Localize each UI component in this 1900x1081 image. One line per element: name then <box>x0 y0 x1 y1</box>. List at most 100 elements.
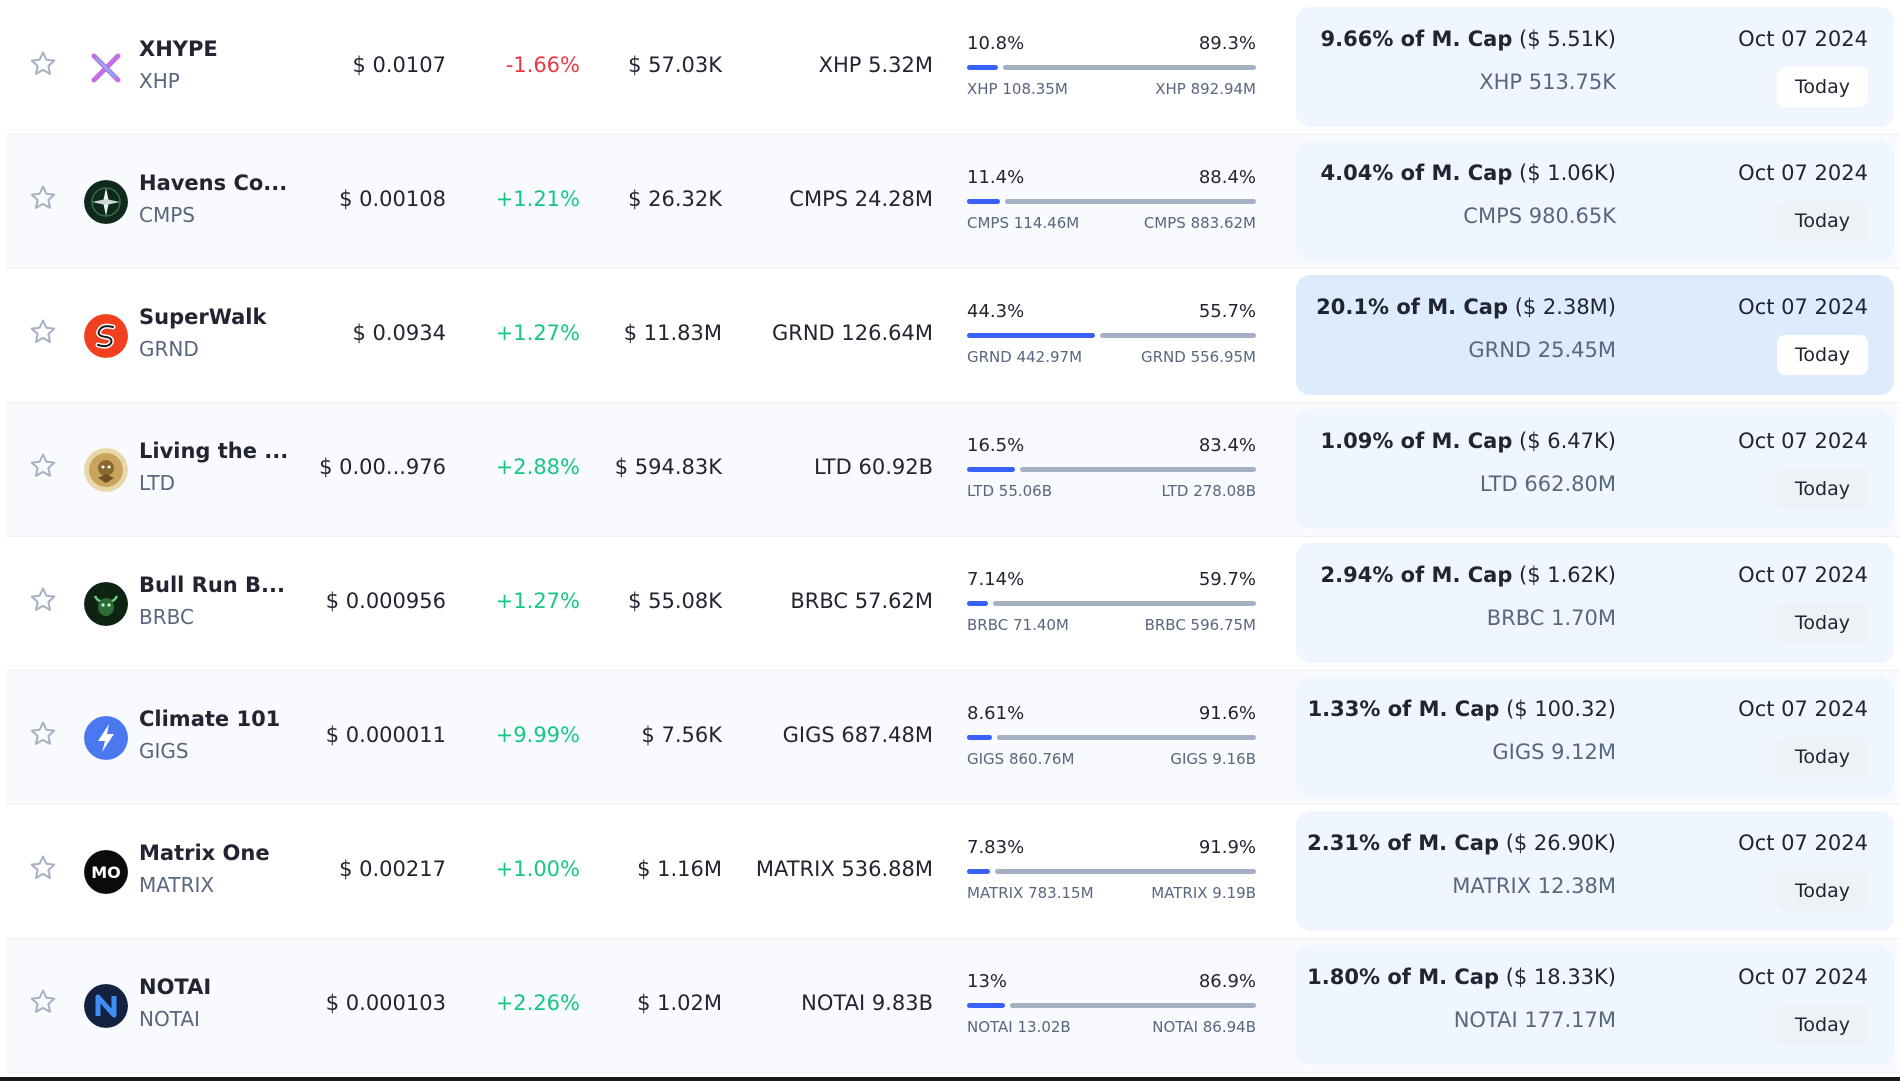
unlock-date: Oct 07 2024 <box>1738 965 1868 989</box>
token-name[interactable]: Havens Co... <box>139 171 288 195</box>
today-badge-button[interactable]: Today <box>1777 201 1868 241</box>
unlock-progress: 7.14% 59.7% BRBC 71.40M BRBC 596.75M <box>967 569 1256 643</box>
progress-locked-segment <box>995 869 1256 874</box>
progress-track <box>967 467 1256 472</box>
watchlist-star-button[interactable] <box>28 987 58 1017</box>
unlocked-percent: 10.8% <box>967 33 1025 54</box>
next-unlock-card[interactable]: 1.09% of M. Cap ($ 6.47K) LTD 662.80M Oc… <box>1296 409 1894 529</box>
trading-volume: $ 26.32K <box>628 187 722 211</box>
watchlist-star-button[interactable] <box>28 317 58 347</box>
star-icon <box>30 855 56 879</box>
unlock-market-cap-share: 2.31% of M. Cap ($ 26.90K) <box>1307 831 1616 855</box>
trading-volume: $ 1.16M <box>637 857 722 881</box>
locked-amount: MATRIX 9.19B <box>1151 884 1256 902</box>
star-icon <box>30 587 56 611</box>
progress-locked-segment <box>1005 199 1256 204</box>
token-name[interactable]: Living the ... <box>139 439 289 463</box>
unlock-progress: 11.4% 88.4% CMPS 114.46M CMPS 883.62M <box>967 167 1256 241</box>
circulating-supply: GIGS 687.48M <box>782 723 933 747</box>
today-badge-button[interactable]: Today <box>1777 603 1868 643</box>
today-badge-button[interactable]: Today <box>1777 871 1868 911</box>
locked-percent: 59.7% <box>1198 569 1256 590</box>
trading-volume: $ 7.56K <box>641 723 722 747</box>
circulating-supply: MATRIX 536.88M <box>755 857 933 881</box>
table-row[interactable]: Climate 101 GIGS $ 0.000011 +9.99% $ 7.5… <box>6 671 1900 805</box>
token-name[interactable]: NOTAI <box>139 975 212 999</box>
token-symbol: CMPS <box>139 203 195 227</box>
table-row[interactable]: Havens Co... CMPS $ 0.00108 +1.21% $ 26.… <box>6 135 1900 269</box>
next-unlock-card[interactable]: 2.31% of M. Cap ($ 26.90K) MATRIX 12.38M… <box>1296 811 1894 931</box>
unlock-amount: BRBC 1.70M <box>1486 606 1616 630</box>
unlocked-amount: XHP 108.35M <box>967 80 1068 98</box>
price-change-24h: +2.88% <box>495 455 580 479</box>
table-row[interactable]: XHYPE XHP $ 0.0107 -1.66% $ 57.03K XHP 5… <box>6 1 1900 135</box>
star-icon <box>30 319 56 343</box>
token-price: $ 0.00...976 <box>319 455 446 479</box>
today-badge-button[interactable]: Today <box>1777 335 1868 375</box>
unlock-amount: GRND 25.45M <box>1468 338 1616 362</box>
watchlist-star-button[interactable] <box>28 451 58 481</box>
locked-percent: 55.7% <box>1198 301 1256 322</box>
token-name[interactable]: XHYPE <box>139 37 218 61</box>
progress-locked-segment <box>993 601 1256 606</box>
today-badge-button[interactable]: Today <box>1777 1005 1868 1045</box>
notai-logo-icon <box>84 984 128 1028</box>
unlocked-amount: BRBC 71.40M <box>967 616 1069 634</box>
today-badge-button[interactable]: Today <box>1777 469 1868 509</box>
next-unlock-card[interactable]: 4.04% of M. Cap ($ 1.06K) CMPS 980.65K O… <box>1296 141 1894 261</box>
table-row[interactable]: Bull Run B... BRBC $ 0.000956 +1.27% $ 5… <box>6 537 1900 671</box>
watchlist-star-button[interactable] <box>28 49 58 79</box>
unlock-amount: MATRIX 12.38M <box>1452 874 1616 898</box>
star-icon <box>30 51 56 75</box>
next-unlock-card[interactable]: 1.80% of M. Cap ($ 18.33K) NOTAI 177.17M… <box>1296 945 1894 1065</box>
watchlist-star-button[interactable] <box>28 719 58 749</box>
watchlist-star-button[interactable] <box>28 183 58 213</box>
token-name[interactable]: SuperWalk <box>139 305 267 329</box>
token-name[interactable]: Climate 101 <box>139 707 281 731</box>
token-name[interactable]: Matrix One <box>139 841 270 865</box>
token-price: $ 0.000011 <box>325 723 446 747</box>
progress-locked-segment <box>1020 467 1256 472</box>
unlock-date: Oct 07 2024 <box>1738 27 1868 51</box>
bull-logo-icon <box>84 582 128 626</box>
progress-track <box>967 869 1256 874</box>
token-symbol: GRND <box>139 337 199 361</box>
unlocked-percent: 7.83% <box>967 837 1025 858</box>
table-row[interactable]: MO Matrix One MATRIX $ 0.00217 +1.00% $ … <box>6 805 1900 939</box>
unlock-amount: CMPS 980.65K <box>1463 204 1616 228</box>
unlock-progress: 16.5% 83.4% LTD 55.06B LTD 278.08B <box>967 435 1256 509</box>
today-badge-button[interactable]: Today <box>1777 737 1868 777</box>
watchlist-star-button[interactable] <box>28 585 58 615</box>
locked-percent: 91.6% <box>1198 703 1256 724</box>
token-price: $ 0.00108 <box>339 187 446 211</box>
next-unlock-card[interactable]: 2.94% of M. Cap ($ 1.62K) BRBC 1.70M Oct… <box>1296 543 1894 663</box>
progress-unlocked-segment <box>967 601 988 606</box>
token-symbol: XHP <box>139 69 180 93</box>
price-change-24h: +1.27% <box>495 589 580 613</box>
mo-logo-icon: MO <box>84 850 128 894</box>
unlocked-percent: 16.5% <box>967 435 1025 456</box>
next-unlock-card[interactable]: 20.1% of M. Cap ($ 2.38M) GRND 25.45M Oc… <box>1296 275 1894 395</box>
table-row[interactable]: NOTAI NOTAI $ 0.000103 +2.26% $ 1.02M NO… <box>6 939 1900 1073</box>
circulating-supply: CMPS 24.28M <box>789 187 933 211</box>
unlock-amount: GIGS 9.12M <box>1492 740 1616 764</box>
progress-locked-segment <box>1003 65 1256 70</box>
next-unlock-card[interactable]: 9.66% of M. Cap ($ 5.51K) XHP 513.75K Oc… <box>1296 7 1894 127</box>
table-row[interactable]: SuperWalk GRND $ 0.0934 +1.27% $ 11.83M … <box>6 269 1900 403</box>
watchlist-star-button[interactable] <box>28 853 58 883</box>
locked-percent: 86.9% <box>1198 971 1256 992</box>
locked-amount: CMPS 883.62M <box>1143 214 1256 232</box>
unlocked-percent: 8.61% <box>967 703 1025 724</box>
window-bottom-edge <box>0 1077 1900 1081</box>
unlock-date: Oct 07 2024 <box>1738 161 1868 185</box>
unlock-progress: 7.83% 91.9% MATRIX 783.15M MATRIX 9.19B <box>967 837 1256 911</box>
table-row[interactable]: Living the ... LTD $ 0.00...976 +2.88% $… <box>6 403 1900 537</box>
unlock-amount: XHP 513.75K <box>1479 70 1616 94</box>
today-badge-button[interactable]: Today <box>1777 67 1868 107</box>
progress-locked-segment <box>1100 333 1256 338</box>
unlocked-amount: GRND 442.97M <box>967 348 1083 366</box>
price-change-24h: +1.21% <box>495 187 580 211</box>
next-unlock-card[interactable]: 1.33% of M. Cap ($ 100.32) GIGS 9.12M Oc… <box>1296 677 1894 797</box>
token-name[interactable]: Bull Run B... <box>139 573 285 597</box>
